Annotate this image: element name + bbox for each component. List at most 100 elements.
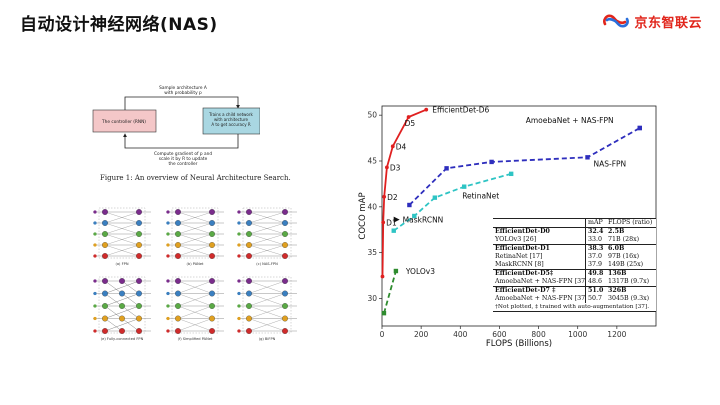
table-cell-flops: 3045B (9.3x) [608,295,650,302]
fpn-node [246,290,252,297]
fpn-node [136,315,142,322]
fpn-node [136,303,142,309]
fpn-node [175,220,181,226]
fpn-input-node [166,329,170,333]
table-cell-model: RetinaNet [17] [493,253,586,261]
table-row: MaskRCNN [8] 37.9 149B (25x) [493,261,656,269]
table-cell-flops: 136B [608,270,627,277]
fpn-edge [177,280,213,294]
brand: 京东智联云 [602,11,702,31]
fpn-node [246,278,252,284]
data-point [391,228,396,233]
fpn-edge [248,280,286,294]
table-row: EfficientDet-D5‡ 49.8 136B [493,269,656,278]
nas-bottom-text-1: Compute gradient of p and [154,151,212,157]
controller-box [92,109,157,133]
fpn-node [136,290,142,297]
fpn-node [102,328,108,334]
fpn-node [246,303,252,309]
point-label: D2 [387,193,398,202]
fpn-input-node [237,316,241,321]
fpn-input-node [237,243,241,247]
fpn-node [175,209,181,215]
series-line [383,270,397,314]
fpn-node [209,220,215,226]
fpn-edge [248,293,286,307]
fpn-node [175,242,181,248]
fpn-node [209,328,215,334]
fpn-node [282,278,288,284]
point-label: D4 [396,142,407,151]
nas-bottom-text-2: scale it by R to update [159,156,208,162]
controller-label: The controller (RNN) [101,119,146,125]
fpn-node [136,278,142,284]
fpn-node [282,303,288,309]
nas-top-text-1: Sample architecture A [159,85,207,91]
x-tick-label: 200 [414,330,429,339]
data-point [412,213,417,219]
fpn-edge [104,293,140,307]
fpn-edge [248,318,286,332]
efficientdet-chart: 0 200 400 600 800 1000 1200 30 35 40 45 50 FLOPS (Bi… [358,105,657,349]
table-cell-model: AmoebaNet + NAS-FPN [37]‡ [495,278,586,286]
results-table: mAP FLOPS (ratio) EfficientDet-D0 32.4 2.5… [493,218,656,312]
fpn-edge [248,244,286,257]
child-text-2: with architecture [214,117,249,122]
fpn-node [175,290,181,297]
fpn-input-node [166,291,170,296]
data-point [381,310,387,316]
fpn-node [136,220,142,226]
table-cell-model: AmoebaNet + NAS-FPN [37]†‡ [495,295,586,303]
data-point [393,268,399,274]
data-point [432,195,438,200]
maskrcnn-marker [393,216,400,223]
data-point [381,220,386,225]
table-cell-map: 37.0 [588,253,603,260]
fpn-node [119,290,125,297]
fpn-edge [177,222,213,235]
fpn-node [102,231,108,237]
data-point [637,125,642,131]
fpn-input-node [166,254,170,258]
fpn-panel-caption: (e) Fully-connected FPN [101,337,144,341]
fpn-node [175,328,181,334]
point-label: D5 [405,119,416,128]
child-network-box [202,107,260,135]
data-point [508,171,514,177]
fpn-edge [121,293,140,307]
fpn-node [102,253,108,259]
fpn-node [136,209,142,215]
fpn-panel-caption: (c) NAS-FPN [256,262,278,266]
y-axis-label: COCO mAP [358,192,368,239]
fpn-node [119,328,125,334]
fpn-node [175,231,181,237]
fpn-node [209,290,215,297]
table-row: YOLOv3 [26] 33.0 71B (28x) [493,236,656,244]
fpn-node [209,209,215,215]
table-cell-model: EfficientDet-D1 [493,245,586,253]
slide-title: 自动设计神经网络(NAS) [20,15,218,35]
fpn-node [175,278,181,284]
child-text-1: Trains a child network [208,112,253,117]
fpn-edge [104,305,123,319]
table-note: †Not plotted, ‡ trained with auto-augmen… [495,304,650,310]
table-cell-flops: 1317B (9.7x) [608,278,650,285]
fpn-node [282,290,288,297]
fpn-input-node [93,329,97,333]
fpn-node [102,303,108,309]
fpn-node [209,231,215,237]
x-tick-label: 1000 [568,330,587,339]
nas-top-text-2: with probability p [164,90,202,96]
fpn-node [246,242,252,248]
fpn-input-node [166,221,170,225]
fpn-node [102,290,108,297]
table-cell-map: 51.0 [588,287,604,294]
annotation-label: MaskRCNN [403,216,444,225]
fpn-edge [104,280,123,294]
plot-frame [381,105,657,327]
table-cell-model: EfficientDet-D0 [493,228,586,236]
x-tick-label: 600 [492,330,507,339]
fpn-edge [104,305,140,319]
data-point [444,166,449,171]
fpn-edge [248,222,286,235]
